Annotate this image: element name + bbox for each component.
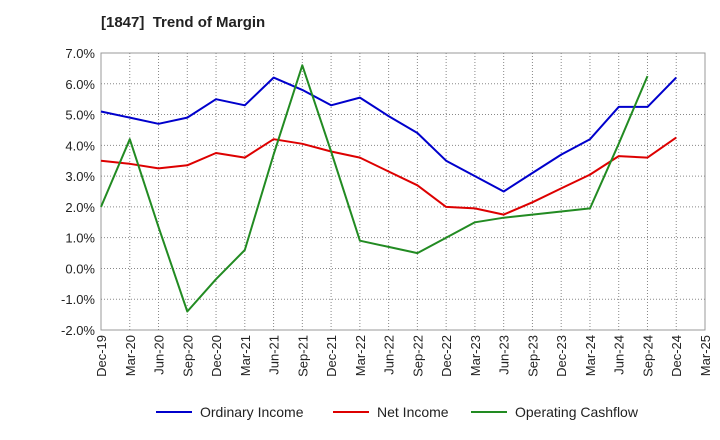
legend-swatch-operating-cashflow: [471, 411, 507, 413]
x-tick-label: Mar-20: [123, 335, 138, 376]
y-tick-label: 1.0%: [65, 231, 95, 246]
x-tick-label: Mar-21: [238, 335, 253, 376]
x-tick-label: Dec-22: [439, 335, 454, 377]
y-tick-label: -2.0%: [61, 323, 95, 338]
x-tick-label: Dec-23: [554, 335, 569, 377]
y-tick-label: 2.0%: [65, 200, 95, 215]
chart-title: [1847] Trend of Margin: [101, 14, 266, 31]
x-tick-label: Dec-19: [94, 335, 109, 377]
x-tick-label: Mar-23: [468, 335, 483, 376]
legend-label-net-income: Net Income: [377, 404, 449, 420]
y-tick-label: 0.0%: [65, 261, 95, 276]
y-tick-label: 3.0%: [65, 169, 95, 184]
series-line-operating-cashflow: [100, 64, 649, 313]
plot-area: [100, 52, 706, 331]
x-tick-label: Jun-22: [382, 335, 397, 375]
x-tick-label: Mar-25: [698, 335, 713, 376]
x-tick-label: Mar-24: [583, 335, 598, 376]
x-tick-label: Jun-21: [267, 335, 282, 375]
x-tick-label: Dec-20: [209, 335, 224, 377]
x-tick-label: Sep-22: [410, 335, 425, 377]
y-axis-ticks: 7.0% 6.0% 5.0% 4.0% 3.0% 2.0% 1.0% 0.0% -1.0% -2.…: [61, 46, 95, 338]
y-tick-label: 7.0%: [65, 46, 95, 61]
x-tick-label: Mar-22: [353, 335, 368, 376]
legend-label-operating-cashflow: Operating Cashflow: [515, 404, 638, 420]
legend: Ordinary Income Net Income Operating Cas…: [0, 404, 720, 426]
line-chart: 7.0% 6.0% 5.0% 4.0% 3.0% 2.0% 1.0% 0.0% -1.0% -2.…: [61, 46, 713, 377]
x-tick-label: Jun-23: [497, 335, 512, 375]
x-tick-label: Dec-21: [324, 335, 339, 377]
legend-item-net-income: Net Income: [333, 404, 449, 420]
y-tick-label: 6.0%: [65, 77, 95, 92]
x-tick-label: Sep-20: [180, 335, 195, 377]
y-tick-label: 5.0%: [65, 108, 95, 123]
legend-label-ordinary-income: Ordinary Income: [200, 404, 304, 420]
x-tick-label: Jun-20: [152, 335, 167, 375]
legend-item-operating-cashflow: Operating Cashflow: [471, 404, 638, 420]
legend-swatch-net-income: [333, 411, 369, 413]
y-tick-label: -1.0%: [61, 292, 95, 307]
legend-swatch-ordinary-income: [156, 411, 192, 413]
y-tick-label: 4.0%: [65, 138, 95, 153]
series-layer: [100, 64, 677, 313]
legend-item-ordinary-income: Ordinary Income: [156, 404, 303, 420]
x-tick-label: Sep-21: [295, 335, 310, 377]
x-tick-label: Jun-24: [612, 335, 627, 375]
x-tick-label: Dec-24: [669, 335, 684, 377]
series-line-ordinary-income: [100, 76, 677, 193]
x-tick-label: Sep-23: [525, 335, 540, 377]
x-axis-ticks: Dec-19 Mar-20 Jun-20 Sep-20 Dec-20 Mar-21 Jun-…: [94, 335, 713, 377]
x-tick-label: Sep-24: [640, 335, 655, 377]
series-line-net-income: [100, 136, 677, 216]
